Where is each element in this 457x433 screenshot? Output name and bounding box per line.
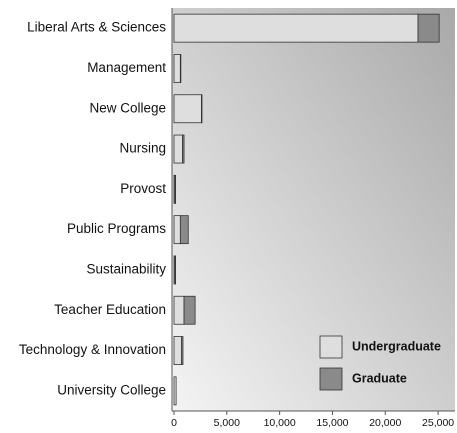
bar-segment: [173, 134, 183, 164]
y-tick-label: Technology & Innovation: [19, 342, 166, 357]
x-tick-label: 20,000: [369, 417, 401, 429]
bar-segment: [182, 134, 185, 164]
x-tick-label: 10,000: [264, 417, 296, 429]
bar-segment: [173, 54, 181, 83]
bar-segment: [180, 336, 184, 365]
bar-segment: [173, 215, 181, 245]
legend-label: Undergraduate: [352, 339, 441, 353]
bar-segment: [179, 54, 182, 83]
legend-swatch: [319, 367, 343, 391]
bar-segment: [201, 94, 203, 124]
x-tick-label: 15,000: [316, 417, 348, 429]
bar-segment: [174, 174, 176, 204]
bar-segment: [173, 94, 202, 124]
x-tick-label: 0: [171, 417, 177, 429]
bar-segment: [173, 295, 185, 325]
bar-segment: [183, 295, 196, 325]
legend-label: Graduate: [352, 371, 407, 385]
y-tick-label: Nursing: [119, 141, 166, 156]
legend-swatch: [319, 335, 343, 359]
y-tick-label: Public Programs: [67, 221, 166, 236]
bar-segment: [174, 255, 176, 285]
plot-area: [172, 8, 455, 411]
bar-segment: [173, 336, 182, 365]
x-tick-label: 25,000: [422, 417, 454, 429]
y-tick-label: Sustainability: [86, 262, 166, 277]
y-tick-label: Teacher Education: [54, 302, 166, 317]
bar-segment: [173, 13, 419, 43]
x-tick-label: 5,000: [214, 417, 240, 429]
y-tick-label: New College: [89, 100, 166, 115]
y-tick-label: Provost: [120, 181, 166, 196]
bar-segment: [173, 376, 177, 406]
y-tick-label: University College: [57, 382, 166, 397]
bar-segment: [417, 13, 440, 43]
bar-segment: [179, 215, 189, 245]
y-tick-label: Liberal Arts & Sciences: [27, 20, 166, 35]
y-tick-label: Management: [87, 60, 166, 75]
